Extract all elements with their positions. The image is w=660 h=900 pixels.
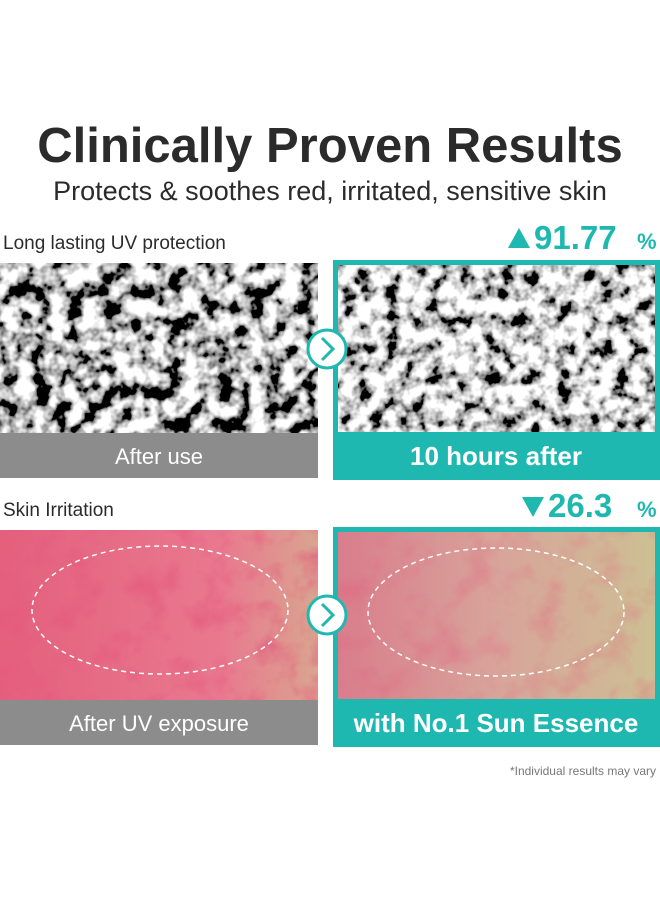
- arrow-circle: [306, 594, 348, 636]
- after-image: [338, 265, 655, 432]
- dashed-ellipse: [31, 545, 289, 675]
- footnote: *Individual results may vary: [510, 764, 656, 778]
- stat-value: 91.77: [534, 219, 617, 256]
- caption-bar: [0, 433, 318, 478]
- title: Clinically Proven Results: [37, 119, 623, 173]
- stat-unit: %: [637, 229, 657, 254]
- caption: 10 hours after: [410, 441, 582, 471]
- down-arrow: [522, 497, 544, 517]
- before-image: [0, 263, 318, 433]
- caption-bar: [0, 700, 318, 745]
- section-label: Skin Irritation: [3, 500, 114, 521]
- dashed-ellipse: [367, 547, 625, 677]
- caption: After use: [115, 444, 203, 469]
- section-label: Long lasting UV protection: [3, 233, 226, 254]
- arrow-circle: [306, 328, 348, 370]
- redness: [0, 530, 318, 700]
- caption: with No.1 Sun Essence: [353, 708, 639, 738]
- up-arrow: [508, 228, 530, 248]
- stat-unit: %: [637, 497, 657, 522]
- stat-value: 26.3: [548, 487, 612, 524]
- caption: After UV exposure: [69, 711, 249, 736]
- redness: [338, 532, 655, 699]
- chevron: [320, 602, 336, 628]
- chevron: [320, 336, 336, 362]
- subtitle: Protects & soothes red, irritated, sensi…: [53, 176, 607, 206]
